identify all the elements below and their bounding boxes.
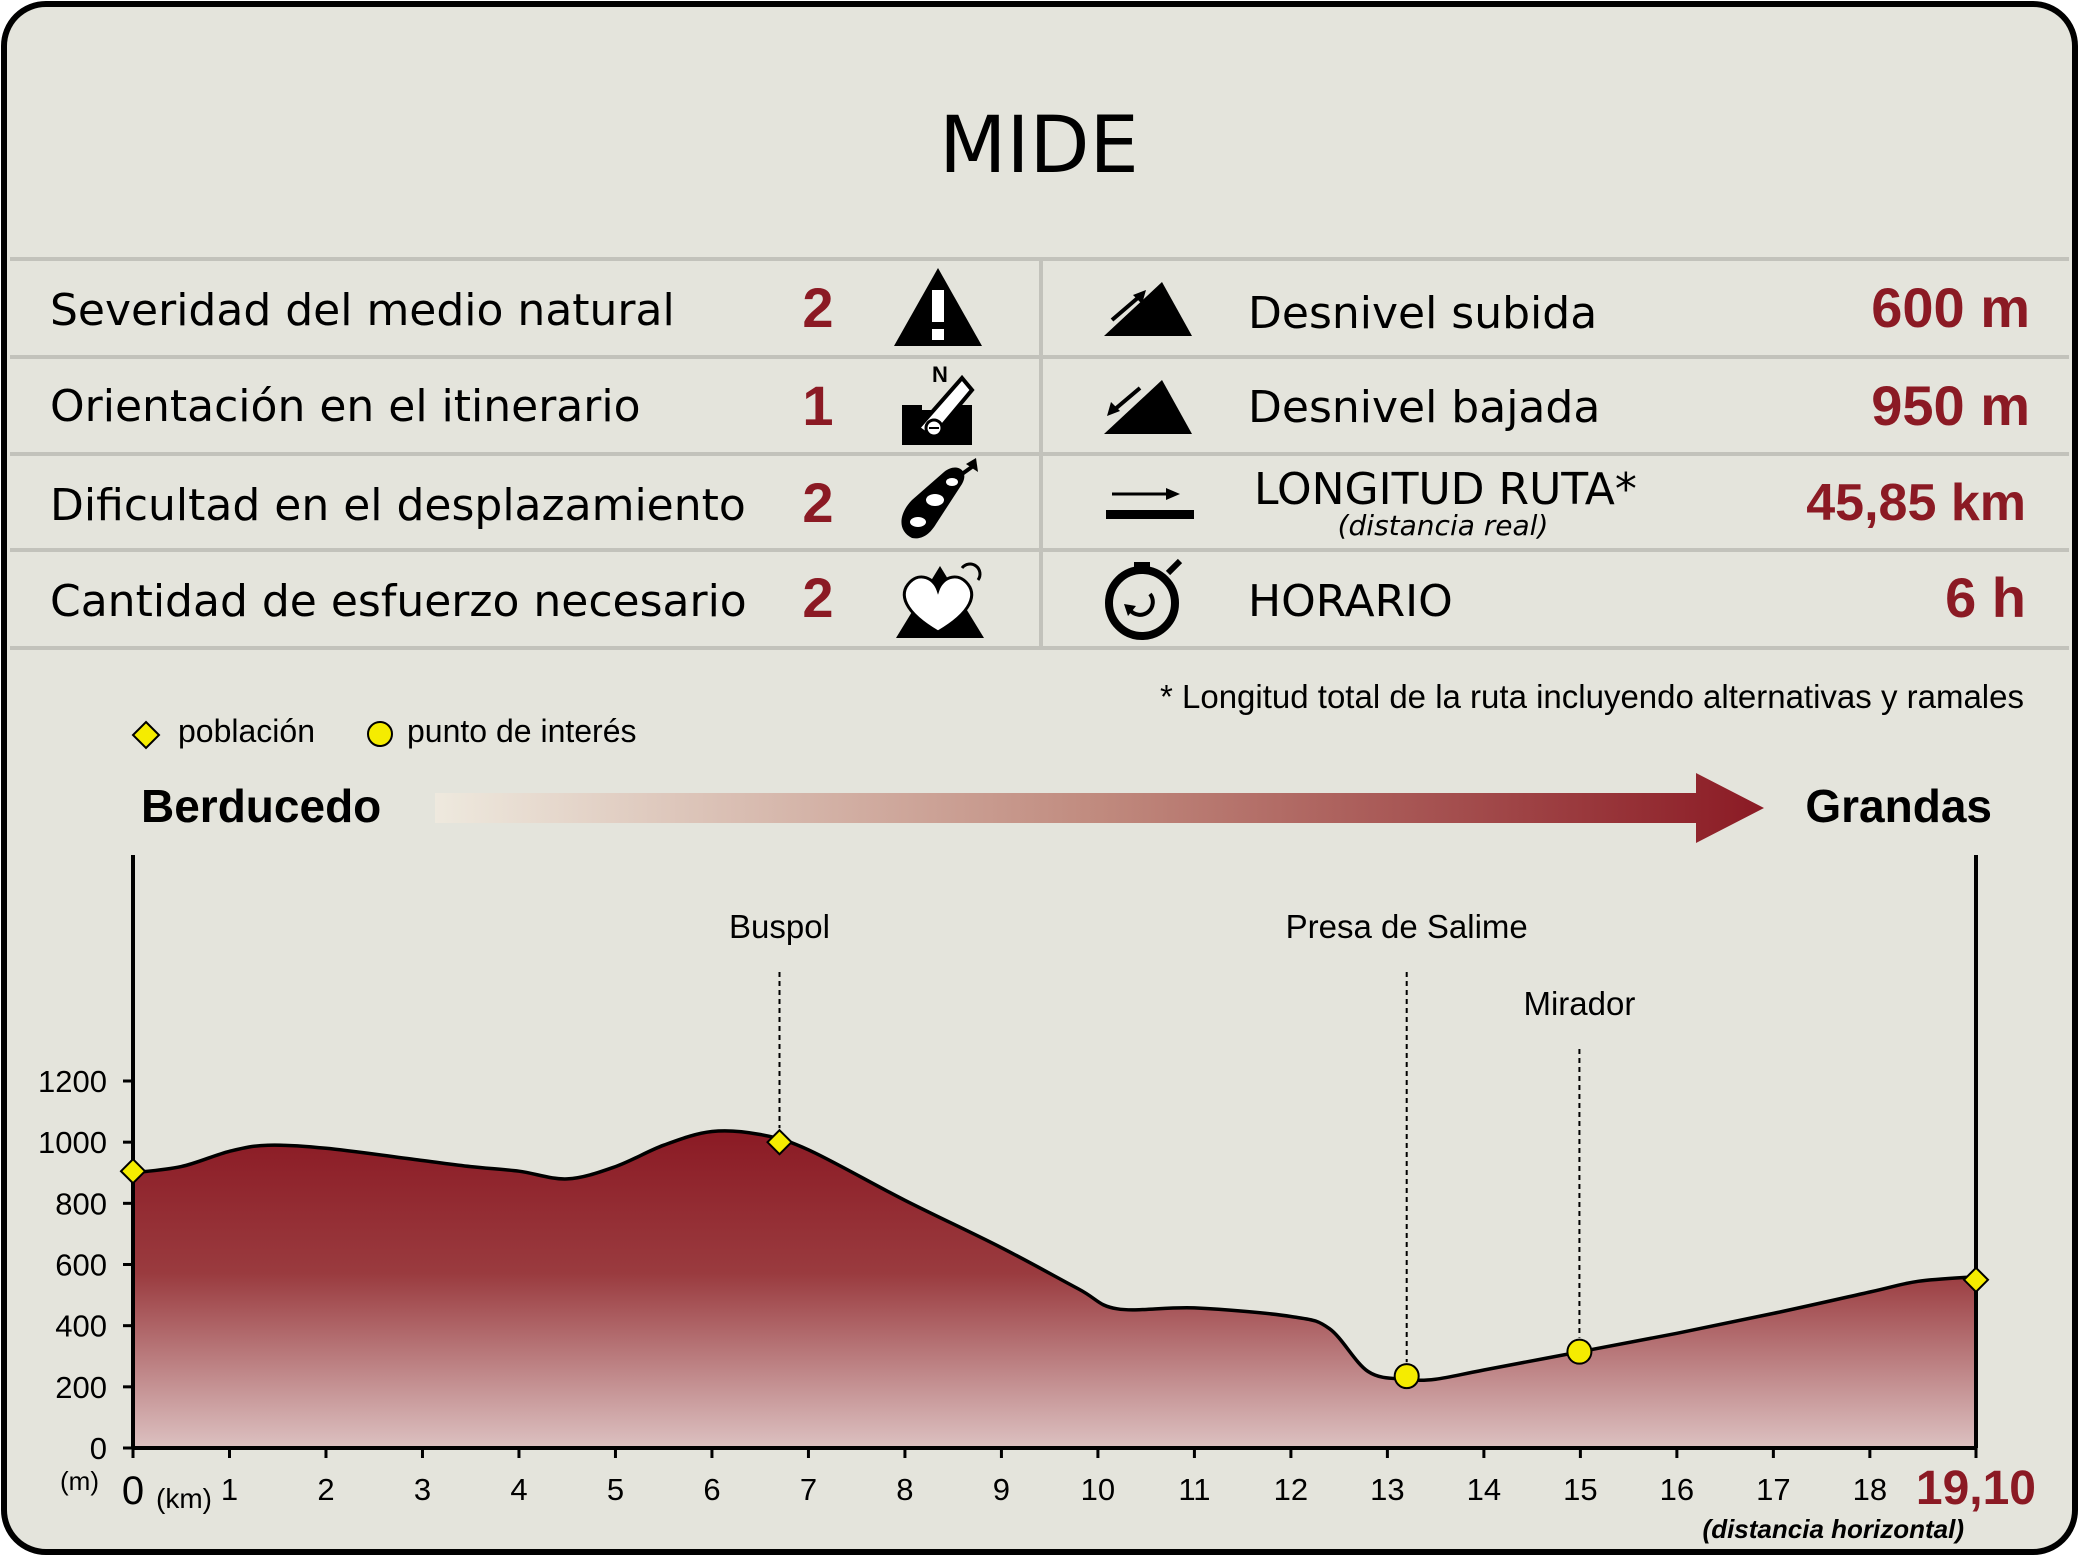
legend-item-poblacion: población xyxy=(131,713,315,750)
y-axis-unit: (m) xyxy=(60,1466,99,1496)
mide-row: Severidad del medio natural 2 xyxy=(50,268,982,346)
x-axis-ticks: 0 1 2 3 4 5 6 7 8 9 10 11 12 13 14 15 16 17 18 xyxy=(122,1448,1978,1513)
elevation-line xyxy=(132,1129,1977,1382)
punto-interes-marker xyxy=(1393,1363,1420,1390)
page-title: MIDE xyxy=(939,101,1139,191)
route-table: Desnivel subida 600 m Desnivel bajada 95… xyxy=(1104,276,2030,640)
route-row-label: Desnivel subida xyxy=(1248,288,1597,339)
mide-row-value: 2 xyxy=(802,566,833,629)
route-end: Grandas xyxy=(1805,780,1992,832)
point-label: Presa de Salime xyxy=(1286,908,1528,945)
x-tick-label: 2 xyxy=(317,1472,334,1507)
mide-row: Cantidad de esfuerzo necesario 2 xyxy=(50,562,984,638)
ascent-icon xyxy=(1104,282,1192,336)
poblacion-marker xyxy=(119,1157,147,1185)
route-start: Berducedo xyxy=(141,780,381,832)
x-tick-label: 15 xyxy=(1563,1472,1597,1507)
route-row-label: LONGITUD RUTA* xyxy=(1254,464,1637,515)
x-tick-label: 18 xyxy=(1853,1472,1887,1507)
x-tick-label: 16 xyxy=(1660,1472,1694,1507)
x-tick-label: 8 xyxy=(896,1472,913,1507)
x-tick-label: 10 xyxy=(1081,1472,1115,1507)
route-row: LONGITUD RUTA* (distancia real) 45,85 km xyxy=(1106,464,2026,542)
total-distance-caption: (distancia horizontal) xyxy=(1703,1514,1964,1544)
stopwatch-icon xyxy=(1105,558,1183,640)
mide-row-value: 2 xyxy=(802,276,833,339)
y-tick-label: 800 xyxy=(55,1186,107,1221)
legend-item-punto-de-interes: punto de interés xyxy=(367,713,637,749)
y-tick-label: 1000 xyxy=(38,1125,107,1160)
x-tick-label: 5 xyxy=(607,1472,624,1507)
route-row: Desnivel subida 600 m xyxy=(1104,276,2030,339)
x-tick-label: 1 xyxy=(221,1472,238,1507)
compass-icon: N xyxy=(902,362,975,445)
direction-arrow-icon xyxy=(435,773,1764,843)
mide-row-value: 1 xyxy=(802,374,833,437)
mide-table: Severidad del medio natural 2 Orientació… xyxy=(50,268,984,638)
y-tick-label: 600 xyxy=(55,1248,107,1283)
footnote: * Longitud total de la ruta incluyendo a… xyxy=(1160,678,2024,715)
point-label: Buspol xyxy=(729,908,830,945)
route-row-label: HORARIO xyxy=(1248,576,1453,627)
legend-label: punto de interés xyxy=(407,713,637,749)
svg-text:N: N xyxy=(932,362,948,387)
poblacion-marker xyxy=(1962,1266,1990,1294)
diamond-marker-icon xyxy=(131,720,161,750)
x-tick-label: 14 xyxy=(1467,1472,1501,1507)
x-tick-label: 13 xyxy=(1370,1472,1404,1507)
mide-row-label: Dificultad en el desplazamiento xyxy=(50,480,746,531)
elevation-area xyxy=(133,1130,1976,1448)
point-markers xyxy=(119,1128,1990,1390)
mide-row-label: Severidad del medio natural xyxy=(50,285,675,336)
mide-row: Orientación en el itinerario 1 N xyxy=(50,362,975,445)
x-tick-label: 7 xyxy=(800,1472,817,1507)
mide-row-label: Cantidad de esfuerzo necesario xyxy=(50,576,747,627)
y-tick-label: 200 xyxy=(55,1370,107,1405)
y-tick-label: 1200 xyxy=(38,1064,107,1099)
point-leaders: Buspol Presa de Salime Mirador xyxy=(729,908,1635,1363)
punto-interes-marker xyxy=(1566,1338,1593,1365)
point-label: Mirador xyxy=(1523,985,1635,1022)
y-tick-label: 0 xyxy=(90,1431,107,1466)
poblacion-marker xyxy=(766,1128,793,1156)
warning-icon xyxy=(894,268,982,346)
table-grid xyxy=(10,257,2069,650)
y-tick-label: 400 xyxy=(55,1309,107,1344)
circle-marker-icon xyxy=(367,721,393,747)
x-tick-label: 6 xyxy=(703,1472,720,1507)
x-tick-label: 0 xyxy=(122,1469,144,1513)
y-axis-ticks: 0 200 400 600 800 1000 1200 xyxy=(38,1064,133,1466)
mide-row-value: 2 xyxy=(802,471,833,534)
route-row-sublabel: (distancia real) xyxy=(1338,509,1549,542)
route-row: HORARIO 6 h xyxy=(1105,558,2026,640)
route-row-value: 600 m xyxy=(1871,276,2030,339)
chart-legend: población punto de interés xyxy=(131,713,637,750)
mide-row: Dificultad en el desplazamiento 2 xyxy=(50,458,978,539)
x-tick-label: 9 xyxy=(993,1472,1010,1507)
mide-row-label: Orientación en el itinerario xyxy=(50,381,641,432)
total-distance: 19,10 xyxy=(1916,1462,2036,1515)
distance-icon xyxy=(1106,488,1194,519)
x-tick-label: 12 xyxy=(1274,1472,1308,1507)
x-tick-label: 4 xyxy=(510,1472,527,1507)
route-row: Desnivel bajada 950 m xyxy=(1104,374,2030,437)
heart-effort-icon xyxy=(896,562,984,638)
x-axis-unit: (km) xyxy=(156,1483,212,1514)
footprint-icon xyxy=(901,458,978,539)
legend-label: población xyxy=(178,713,315,749)
x-tick-label: 11 xyxy=(1178,1472,1210,1507)
descent-icon xyxy=(1104,380,1192,434)
x-tick-label: 17 xyxy=(1756,1472,1790,1507)
route-row-value: 6 h xyxy=(1945,566,2026,629)
route-row-label: Desnivel bajada xyxy=(1248,382,1600,433)
x-tick-label: 3 xyxy=(414,1472,431,1507)
route-row-value: 45,85 km xyxy=(1806,474,2026,532)
route-row-value: 950 m xyxy=(1871,374,2030,437)
